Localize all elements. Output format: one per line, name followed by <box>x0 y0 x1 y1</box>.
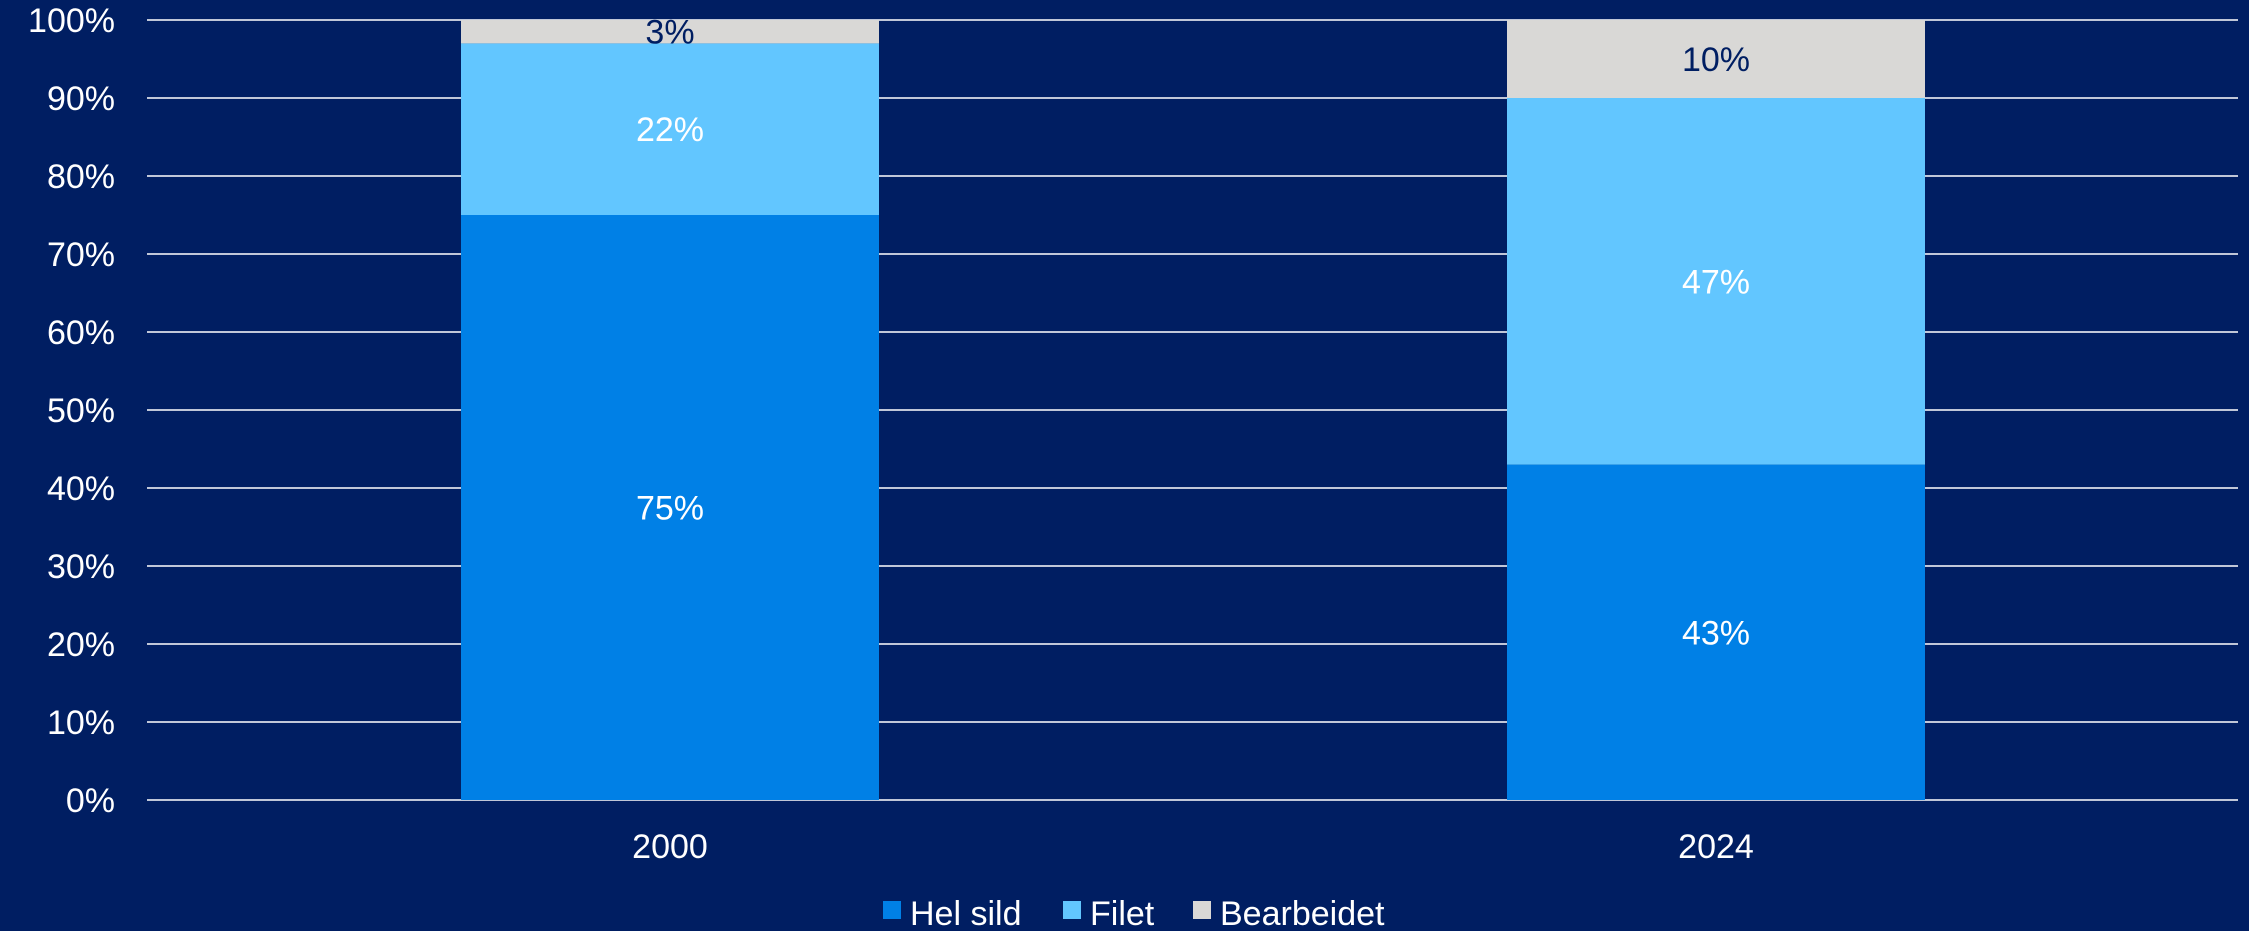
data-labels: 75% 22% 3% 43% 47% 10% <box>636 14 1750 653</box>
y-tick-label: 40% <box>47 470 115 508</box>
y-tick-label: 0% <box>66 782 115 820</box>
legend-label: Hel sild <box>910 895 1021 931</box>
data-label: 75% <box>636 490 704 528</box>
y-tick-label: 80% <box>47 158 115 196</box>
y-tick-label: 50% <box>47 392 115 430</box>
bar-segment <box>461 43 879 216</box>
data-label: 10% <box>1682 41 1750 79</box>
bar-segment <box>1507 20 1925 98</box>
data-label: 47% <box>1682 263 1750 301</box>
bar-segment <box>1507 464 1925 800</box>
y-tick-label: 90% <box>47 80 115 118</box>
legend-label: Filet <box>1090 895 1155 931</box>
data-label: 3% <box>645 14 694 52</box>
legend-swatch <box>1063 901 1081 919</box>
data-label: 43% <box>1682 614 1750 652</box>
legend-swatch <box>1193 901 1211 919</box>
y-tick-label: 20% <box>47 626 115 664</box>
y-tick-label: 30% <box>47 548 115 586</box>
bar-segment <box>461 20 879 44</box>
x-axis-ticks: 2000 2024 <box>632 828 1754 866</box>
y-tick-label: 10% <box>47 704 115 742</box>
y-axis-ticks: 0% 10% 20% 30% 40% 50% 60% 70% 80% 90% 100% <box>28 2 115 820</box>
x-tick-label: 2000 <box>632 828 708 866</box>
legend: Hel sild Filet Bearbeidet <box>883 895 1385 931</box>
y-tick-label: 60% <box>47 314 115 352</box>
bar-segment <box>1507 98 1925 465</box>
data-label: 22% <box>636 111 704 149</box>
x-tick-label: 2024 <box>1678 828 1754 866</box>
legend-swatch <box>883 901 901 919</box>
bars <box>461 20 1925 800</box>
bar-segment <box>461 215 879 800</box>
y-tick-label: 70% <box>47 236 115 274</box>
y-tick-label: 100% <box>28 2 115 40</box>
legend-label: Bearbeidet <box>1220 895 1385 931</box>
